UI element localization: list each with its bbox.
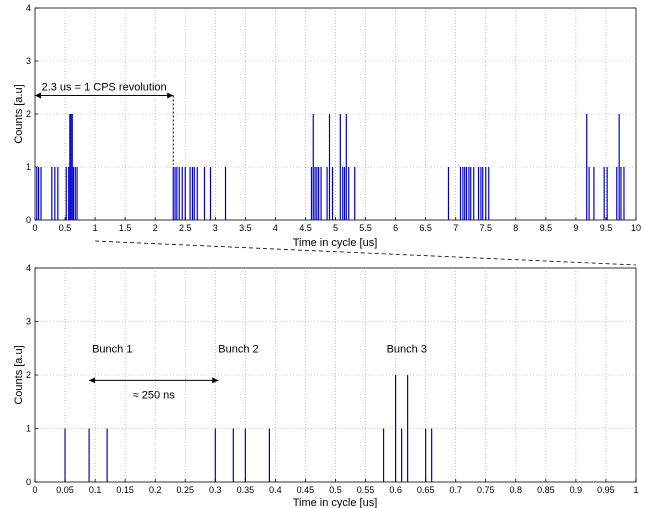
top-x-tick-label: 3 xyxy=(213,223,218,233)
top-x-tick-label: 5.5 xyxy=(359,223,372,233)
bottom-x-tick-label: 0.15 xyxy=(116,485,134,495)
top-x-tick-label: 0 xyxy=(32,223,37,233)
spacing-arrow-head-left xyxy=(89,377,96,384)
top-x-tick-label: 8 xyxy=(513,223,518,233)
top-x-tick-label: 7.5 xyxy=(479,223,492,233)
bottom-x-tick-label: 0.9 xyxy=(570,485,583,495)
top-x-tick-label: 1.5 xyxy=(119,223,132,233)
top-x-tick-label: 5 xyxy=(333,223,338,233)
bottom-x-tick-label: 0.1 xyxy=(89,485,102,495)
revolution-annotation: 2.3 us = 1 CPS revolution xyxy=(42,81,167,93)
top-x-tick-label: 10 xyxy=(631,223,641,233)
bottom-x-tick-label: 0.45 xyxy=(297,485,315,495)
bottom-x-tick-label: 0.7 xyxy=(449,485,462,495)
top-x-tick-label: 9.5 xyxy=(600,223,613,233)
bottom-x-tick-label: 0.2 xyxy=(149,485,162,495)
top-x-tick-label: 6.5 xyxy=(419,223,432,233)
bottom-y-tick-label: 3 xyxy=(26,317,31,327)
top-x-tick-label: 1 xyxy=(93,223,98,233)
revolution-arrow-head-left xyxy=(35,92,41,99)
bottom-y-axis-label: Counts [a.u] xyxy=(13,345,25,404)
bottom-x-tick-label: 1 xyxy=(633,485,638,495)
bottom-x-tick-label: 0.55 xyxy=(357,485,375,495)
revolution-arrow: 2.3 us = 1 CPS revolution xyxy=(35,81,174,165)
bunch-2-label: Bunch 2 xyxy=(218,343,258,355)
top-grid xyxy=(35,8,636,220)
top-x-tick-label: 4.5 xyxy=(299,223,312,233)
bottom-x-axis-label: Time in cycle [us] xyxy=(293,497,378,508)
bottom-x-ticks: 0 0.05 0.1 0.15 0.2 0.25 0.3 0.35 0.4 0.45 0.5 0.55… xyxy=(32,479,639,495)
top-panel: 0 0.5 1 1.5 2 2.5 3 3.5 4 4.5 5 5.5 6 6.5 7 7.5 8 8.5 9 9.5… xyxy=(13,3,641,249)
bottom-y-ticks: 0 1 2 3 4 xyxy=(26,263,38,487)
top-x-tick-label: 4 xyxy=(273,223,278,233)
bottom-x-tick-label: 0.05 xyxy=(56,485,74,495)
bottom-x-tick-label: 0.75 xyxy=(477,485,495,495)
top-bars xyxy=(36,114,625,220)
bottom-grid xyxy=(35,268,636,482)
spacing-annotation: ≈ 250 ns xyxy=(133,389,176,401)
bottom-x-tick-label: 0.8 xyxy=(510,485,523,495)
top-x-tick-label: 0.5 xyxy=(59,223,72,233)
top-x-tick-label: 8.5 xyxy=(540,223,553,233)
bottom-x-tick-label: 0.4 xyxy=(269,485,282,495)
top-x-axis-label: Time in cycle [us] xyxy=(293,237,378,249)
top-x-tick-label: 6 xyxy=(393,223,398,233)
bottom-x-tick-label: 0.25 xyxy=(176,485,194,495)
top-y-tick-label: 2 xyxy=(26,109,31,119)
bottom-x-tick-label: 0.65 xyxy=(417,485,435,495)
bottom-x-tick-label: 0.5 xyxy=(329,485,342,495)
top-y-tick-label: 1 xyxy=(26,162,31,172)
bottom-panel: 0 0.05 0.1 0.15 0.2 0.25 0.3 0.35 0.4 0.45 0.5 0.55… xyxy=(13,263,639,508)
bottom-y-tick-label: 0 xyxy=(26,477,31,487)
bottom-x-tick-label: 0.35 xyxy=(237,485,255,495)
top-x-tick-label: 2 xyxy=(153,223,158,233)
bunch-3-label: Bunch 3 xyxy=(387,343,427,355)
top-y-tick-label: 0 xyxy=(26,215,31,225)
top-y-axis-label: Counts [a.u] xyxy=(13,84,25,143)
bottom-x-tick-label: 0.3 xyxy=(209,485,222,495)
revolution-arrow-head-right xyxy=(167,92,174,99)
spacing-arrow: ≈ 250 ns xyxy=(89,377,219,401)
top-x-ticks: 0 0.5 1 1.5 2 2.5 3 3.5 4 4.5 5 5.5 6 6.5 7 7.5 8 8.5 9 9.5… xyxy=(32,217,641,233)
bottom-x-tick-label: 0.6 xyxy=(389,485,402,495)
top-y-ticks: 0 1 2 3 4 xyxy=(26,3,38,225)
zoom-connector-line xyxy=(95,240,637,266)
top-x-tick-label: 3.5 xyxy=(239,223,252,233)
bottom-y-tick-label: 4 xyxy=(26,263,31,273)
bottom-bars xyxy=(64,375,433,482)
top-x-tick-label: 7 xyxy=(453,223,458,233)
top-y-tick-label: 3 xyxy=(26,56,31,66)
bottom-x-tick-label: 0.85 xyxy=(537,485,555,495)
top-x-tick-label: 9 xyxy=(573,223,578,233)
bottom-x-tick-label: 0 xyxy=(32,485,37,495)
bunch-1-label: Bunch 1 xyxy=(92,343,132,355)
bottom-y-tick-label: 2 xyxy=(26,370,31,380)
bottom-x-tick-label: 0.95 xyxy=(597,485,615,495)
bottom-y-tick-label: 1 xyxy=(26,424,31,434)
top-y-tick-label: 4 xyxy=(26,3,31,13)
spacing-arrow-head-right xyxy=(212,377,219,384)
top-x-tick-label: 2.5 xyxy=(179,223,192,233)
